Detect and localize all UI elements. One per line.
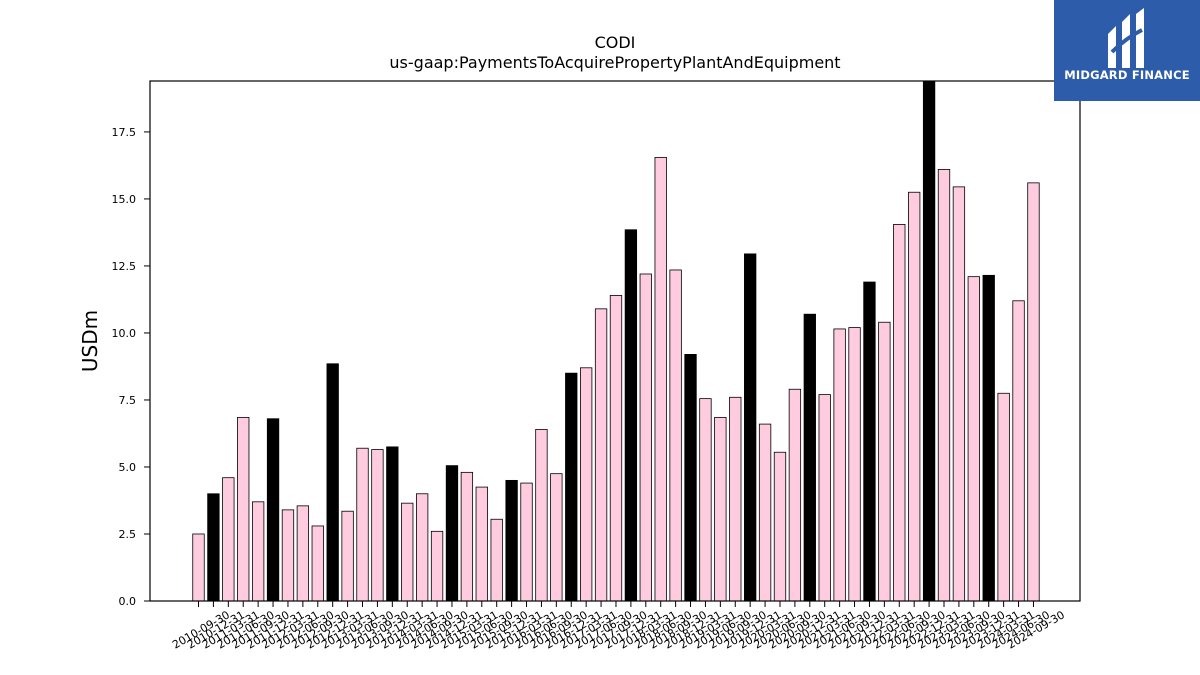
bar-2023-06-30 bbox=[952, 186, 966, 602]
y-tick-label: 17.5 bbox=[112, 126, 137, 139]
bars-group bbox=[192, 80, 1040, 602]
x-axis: 2010-09-302010-12-312011-03-312011-06-30… bbox=[170, 601, 1067, 652]
y-tick-label: 7.5 bbox=[119, 394, 137, 407]
bar-2019-09-30 bbox=[729, 396, 742, 602]
bar-2019-03-31 bbox=[699, 398, 712, 602]
bar-2012-06-30 bbox=[296, 505, 310, 602]
bar-2017-12-31 bbox=[624, 229, 638, 602]
y-axis: 0.0 2.5 5.0 7.5 10.0 12.5 15.0 17.5 bbox=[112, 126, 150, 608]
bar-2019-12-31 bbox=[744, 253, 757, 602]
bar-2017-06-30 bbox=[594, 308, 608, 602]
bar-2021-06-30 bbox=[833, 328, 846, 602]
bar-2011-09-30 bbox=[251, 501, 265, 602]
bar-2016-06-30 bbox=[535, 429, 548, 602]
bar-2015-09-30 bbox=[490, 518, 503, 602]
bar-2020-06-30 bbox=[773, 451, 787, 602]
bar-2010-12-31 bbox=[207, 493, 220, 602]
bar-2015-06-30 bbox=[475, 486, 488, 602]
y-tick-label: 5.0 bbox=[119, 461, 137, 474]
bar-2022-06-30 bbox=[893, 223, 906, 602]
bar-2012-09-30 bbox=[311, 525, 324, 602]
bar-2022-03-31 bbox=[878, 321, 891, 602]
bar-2021-03-31 bbox=[818, 394, 831, 602]
bar-2011-03-31 bbox=[222, 477, 235, 602]
midgard-logo-icon bbox=[1108, 8, 1144, 68]
bar-2014-03-31 bbox=[401, 502, 414, 602]
bar-2022-09-30 bbox=[908, 191, 921, 602]
y-tick-label: 0.0 bbox=[119, 595, 137, 608]
logo-text: MIDGARD FINANCE bbox=[1064, 68, 1190, 82]
brand-logo: MIDGARD FINANCE bbox=[1054, 0, 1200, 101]
bar-2016-09-30 bbox=[550, 473, 563, 602]
bar-2013-03-31 bbox=[341, 510, 354, 602]
bar-2013-09-30 bbox=[371, 449, 384, 602]
bar-2014-09-30 bbox=[430, 530, 444, 602]
bar-2022-12-31 bbox=[922, 80, 936, 602]
bar-2021-12-31 bbox=[863, 281, 876, 602]
plot-frame bbox=[149, 80, 1081, 602]
bar-2023-03-31 bbox=[937, 169, 951, 602]
bar-2010-09-30 bbox=[192, 533, 205, 602]
y-tick-label: 10.0 bbox=[112, 327, 137, 340]
bar-2024-06-30 bbox=[1012, 300, 1025, 602]
bar-2015-03-31 bbox=[460, 471, 474, 602]
bar-2011-06-30 bbox=[237, 416, 250, 602]
bar-2011-12-31 bbox=[266, 418, 280, 602]
bar-2023-12-31 bbox=[982, 274, 995, 602]
bar-2020-09-30 bbox=[788, 388, 802, 602]
bar-2023-09-30 bbox=[967, 276, 980, 602]
bar-2019-06-30 bbox=[714, 416, 727, 602]
bar-2024-09-30 bbox=[1027, 182, 1040, 602]
bar-2016-03-31 bbox=[520, 482, 533, 602]
chart-title: CODI bbox=[595, 33, 636, 52]
y-tick-label: 15.0 bbox=[112, 193, 137, 206]
bar-2012-12-31 bbox=[326, 363, 339, 602]
y-axis-label: USDm bbox=[78, 310, 102, 372]
bar-2012-03-31 bbox=[281, 509, 295, 602]
bar-2018-12-31 bbox=[684, 353, 697, 602]
bar-2018-06-30 bbox=[654, 156, 667, 602]
bar-2014-06-30 bbox=[415, 493, 429, 602]
bar-2013-12-31 bbox=[386, 446, 399, 602]
bar-2020-03-31 bbox=[758, 423, 772, 602]
bar-2018-09-30 bbox=[669, 269, 682, 602]
y-tick-label: 2.5 bbox=[119, 528, 137, 541]
bar-2018-03-31 bbox=[639, 273, 652, 602]
bar-2017-03-31 bbox=[580, 367, 593, 602]
chart-subtitle: us-gaap:PaymentsToAcquirePropertyPlantAn… bbox=[389, 53, 840, 72]
bar-2016-12-31 bbox=[565, 372, 578, 602]
bar-2013-06-30 bbox=[356, 447, 369, 602]
bar-2015-12-31 bbox=[505, 479, 518, 602]
y-tick-label: 12.5 bbox=[112, 260, 137, 273]
bar-2021-09-30 bbox=[848, 327, 861, 602]
bar-2024-03-31 bbox=[997, 392, 1010, 602]
bar-2014-12-31 bbox=[445, 465, 459, 602]
bar-2017-09-30 bbox=[609, 295, 623, 602]
bar-2020-12-31 bbox=[803, 313, 816, 602]
